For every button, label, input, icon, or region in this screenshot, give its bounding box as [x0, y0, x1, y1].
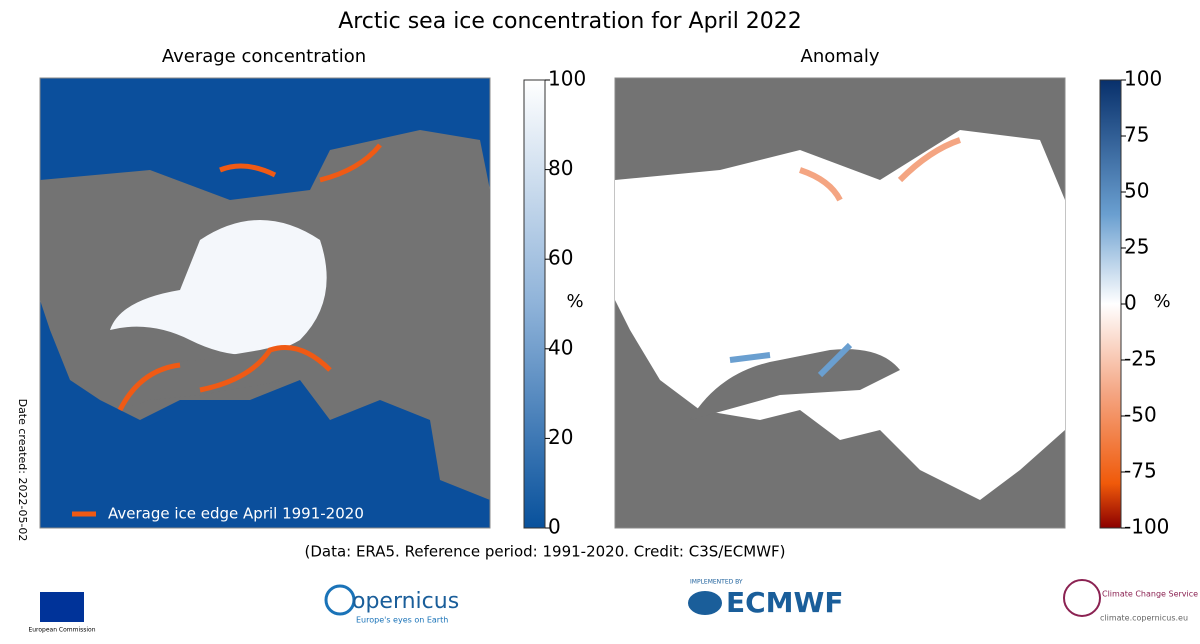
- colorbar-tick-label: -100: [1124, 515, 1169, 539]
- colorbar-tick-label: 80: [548, 156, 573, 180]
- logo-text: opernicus: [352, 589, 459, 614]
- colorbar-tick-label: 25: [1124, 235, 1149, 259]
- colorbar-tick-label: -25: [1124, 347, 1157, 371]
- logo-text: IMPLEMENTED BY: [690, 579, 743, 586]
- logo-text: European Commission: [28, 627, 95, 634]
- colorbar-tick-label: 100: [548, 67, 586, 91]
- map-right: [614, 77, 1066, 529]
- colorbar-label: %: [1153, 291, 1170, 312]
- ecmwf-mark: [688, 591, 722, 615]
- colorbar-tick-label: 20: [548, 425, 573, 449]
- colorbar: [523, 79, 546, 529]
- colorbar-tick-label: 60: [548, 246, 573, 270]
- colorbar-tick-label: 0: [548, 515, 561, 539]
- logos: European Commission opernicus Europe's e…: [28, 579, 1198, 634]
- colorbar-label: %: [566, 291, 583, 312]
- panel-title: Anomaly: [801, 46, 880, 67]
- colorbar-tick-label: 75: [1124, 123, 1149, 147]
- colorbar-tick-label: 40: [548, 335, 573, 359]
- map-left: Average ice edge April 1991-2020: [39, 77, 491, 529]
- colorbar-tick-label: -50: [1124, 403, 1157, 427]
- colorbar-tick-label: 100: [1124, 67, 1162, 91]
- logo-text: climate.copernicus.eu: [1100, 614, 1188, 623]
- title: Arctic sea ice concentration for April 2…: [338, 9, 802, 34]
- credit: (Data: ERA5. Reference period: 1991-2020…: [304, 543, 785, 561]
- copernicus-mark: [324, 584, 356, 616]
- colorbar-tick-label: 0: [1124, 291, 1137, 315]
- eu-flag: [40, 592, 84, 622]
- logo-text: ECMWF: [726, 586, 844, 619]
- panel-title: Average concentration: [162, 46, 366, 67]
- date-created: Date created: 2022-05-02: [16, 399, 29, 542]
- colorbar-tick-label: -75: [1124, 459, 1157, 483]
- logo-text: Europe's eyes on Earth: [356, 616, 448, 625]
- colorbar-tick-label: 50: [1124, 179, 1149, 203]
- legend-label: Average ice edge April 1991-2020: [108, 505, 364, 523]
- logo-text: Climate Change Service: [1102, 590, 1198, 599]
- c3s-mark: [1063, 579, 1101, 617]
- colorbar: [1099, 79, 1122, 529]
